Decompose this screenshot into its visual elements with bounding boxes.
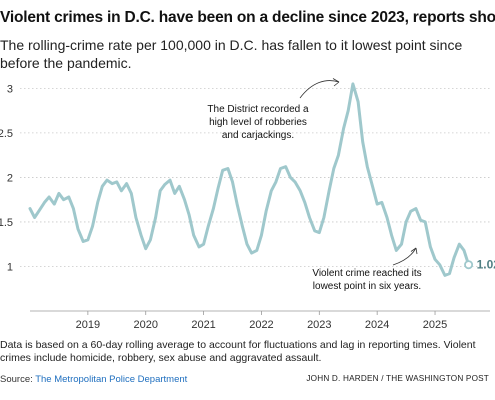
annotation-robberies-line-1: The District recorded a [207, 104, 309, 115]
annotation-lowest-line-2: lowest point in six years. [313, 281, 421, 292]
chart-title: Violent crimes in D.C. have been on a de… [0, 9, 495, 26]
annotation-lowest-line-1: Violent crime reached its [312, 268, 421, 279]
y-tick-label: 1 [7, 261, 13, 273]
end-point-marker [464, 260, 474, 270]
source-link[interactable]: The Metropolitan Police Department [35, 374, 188, 385]
y-tick-label: 3 [7, 83, 13, 95]
gridlines [20, 87, 490, 267]
chart-footnote: Data is based on a 60-day rolling averag… [0, 339, 476, 364]
annotation-robberies: The District recorded a high level of ro… [207, 78, 340, 141]
annotation-robberies-arrow [299, 80, 340, 99]
annotation-lowest-point: Violent crime reached its lowest point i… [312, 247, 422, 292]
x-tick-label: 2021 [191, 319, 215, 331]
x-tick-label: 2022 [249, 319, 273, 331]
y-axis-ticks: 1 1.5 2 2.5 3 [0, 83, 13, 273]
annotation-robberies-line-2: high level of robberies [209, 117, 307, 128]
annotation-lowest-arrowhead [410, 247, 418, 255]
x-tick-label: 2020 [133, 319, 157, 331]
x-tick-label: 2024 [365, 319, 389, 331]
x-tick-label: 2023 [307, 319, 331, 331]
byline-credit: JOHN D. HARDEN / THE WASHINGTON POST [306, 374, 489, 383]
x-tick-label: 2025 [423, 319, 447, 331]
x-tick-label: 2019 [76, 319, 100, 331]
y-tick-label: 2 [7, 172, 13, 184]
y-tick-label: 2.5 [0, 128, 13, 140]
annotation-lowest-arrow [392, 247, 417, 266]
x-axis-ticks: 2019 2020 2021 2022 2023 2024 2025 [76, 311, 447, 331]
annotation-robberies-line-3: and carjackings. [222, 130, 294, 141]
y-tick-label: 1.5 [0, 217, 13, 229]
annotation-robberies-arrowhead [332, 78, 340, 87]
chart-subtitle: The rolling-crime rate per 100,000 in D.… [0, 37, 463, 71]
source-label: Source: [0, 374, 33, 385]
end-value-label: 1.02 [477, 258, 495, 272]
source-row: Source: The Metropolitan Police Departme… [0, 374, 492, 385]
violent-crime-rate-line [28, 82, 471, 277]
